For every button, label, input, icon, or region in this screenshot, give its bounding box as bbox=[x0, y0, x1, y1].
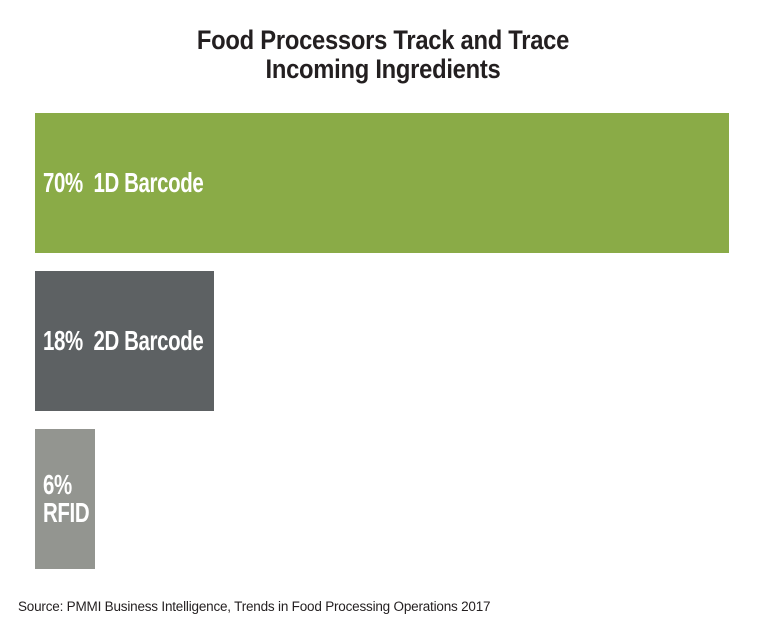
bar-1d-barcode: 70% 1D Barcode bbox=[35, 113, 729, 253]
bar-label-line: RFID bbox=[43, 497, 90, 528]
bar-label: 18% 2D Barcode bbox=[43, 325, 204, 356]
bar-rfid: 6% RFID bbox=[35, 429, 95, 569]
bar-label-line: 18% 2D Barcode bbox=[43, 325, 204, 356]
bar-label-line: 70% 1D Barcode bbox=[43, 167, 204, 198]
bar-label-line: 6% bbox=[43, 469, 72, 500]
bar-chart: 70% 1D Barcode 18% 2D Barcode 6% RFID bbox=[35, 113, 729, 569]
chart-title-line-2: Incoming Ingredients bbox=[265, 54, 501, 84]
bar-label: 6% RFID bbox=[43, 469, 90, 528]
source-note: Source: PMMI Business Intelligence, Tren… bbox=[18, 599, 491, 614]
chart-title: Food Processors Track and Trace Incoming… bbox=[0, 26, 766, 84]
bar-label: 70% 1D Barcode bbox=[43, 169, 544, 197]
bar-2d-barcode: 18% 2D Barcode bbox=[35, 271, 214, 411]
chart-title-line-1: Food Processors Track and Trace bbox=[196, 25, 570, 55]
